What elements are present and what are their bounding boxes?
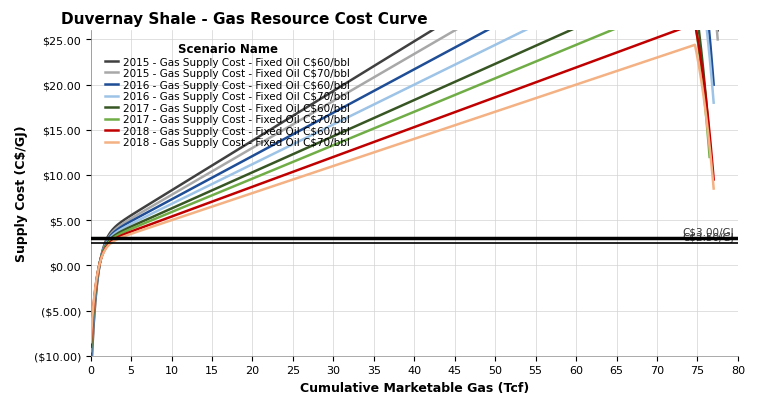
2018 - Gas Supply Cost - Fixed Oil C$60/bbl — [86, 344, 95, 349]
2016 - Gas Supply Cost - Fixed Oil C$70/bbl — [483, 47, 492, 52]
Text: Duvernay Shale - Gas Resource Cost Curve: Duvernay Shale - Gas Resource Cost Curve — [61, 12, 427, 27]
2018 - Gas Supply Cost - Fixed Oil C$70/bbl — [622, 66, 632, 71]
2018 - Gas Supply Cost - Fixed Oil C$60/bbl — [690, 22, 699, 27]
2018 - Gas Supply Cost - Fixed Oil C$70/bbl — [690, 43, 699, 48]
2017 - Gas Supply Cost - Fixed Oil C$60/bbl — [705, 142, 714, 146]
X-axis label: Cumulative Marketable Gas (Tcf): Cumulative Marketable Gas (Tcf) — [299, 381, 529, 394]
2018 - Gas Supply Cost - Fixed Oil C$60/bbl — [125, 230, 134, 235]
2018 - Gas Supply Cost - Fixed Oil C$70/bbl — [464, 119, 473, 124]
2016 - Gas Supply Cost - Fixed Oil C$70/bbl — [86, 358, 95, 363]
2018 - Gas Supply Cost - Fixed Oil C$60/bbl — [709, 178, 718, 182]
2017 - Gas Supply Cost - Fixed Oil C$70/bbl — [619, 24, 629, 29]
2015 - Gas Supply Cost - Fixed Oil C$60/bbl — [450, 15, 459, 20]
2017 - Gas Supply Cost - Fixed Oil C$70/bbl — [124, 228, 133, 233]
2016 - Gas Supply Cost - Fixed Oil C$70/bbl — [125, 223, 134, 228]
2015 - Gas Supply Cost - Fixed Oil C$70/bbl — [86, 376, 95, 381]
2017 - Gas Supply Cost - Fixed Oil C$60/bbl — [86, 353, 95, 358]
2015 - Gas Supply Cost - Fixed Oil C$60/bbl — [86, 385, 95, 390]
2018 - Gas Supply Cost - Fixed Oil C$60/bbl — [448, 111, 457, 116]
Legend: 2015 - Gas Supply Cost - Fixed Oil C$60/bbl, 2015 - Gas Supply Cost - Fixed Oil : 2015 - Gas Supply Cost - Fixed Oil C$60/… — [103, 40, 353, 151]
Y-axis label: Supply Cost (C$/GJ): Supply Cost (C$/GJ) — [15, 126, 28, 262]
2017 - Gas Supply Cost - Fixed Oil C$60/bbl — [124, 226, 133, 231]
2018 - Gas Supply Cost - Fixed Oil C$60/bbl — [483, 99, 492, 103]
2018 - Gas Supply Cost - Fixed Oil C$60/bbl — [559, 71, 568, 76]
2015 - Gas Supply Cost - Fixed Oil C$70/bbl — [125, 218, 134, 222]
Line: 2018 - Gas Supply Cost - Fixed Oil C$70/bbl: 2018 - Gas Supply Cost - Fixed Oil C$70/… — [90, 46, 714, 342]
2018 - Gas Supply Cost - Fixed Oil C$60/bbl — [622, 47, 632, 52]
2017 - Gas Supply Cost - Fixed Oil C$60/bbl — [619, 5, 629, 10]
2018 - Gas Supply Cost - Fixed Oil C$70/bbl — [86, 340, 95, 345]
Line: 2015 - Gas Supply Cost - Fixed Oil C$70/bbl: 2015 - Gas Supply Cost - Fixed Oil C$70/… — [90, 0, 717, 378]
2016 - Gas Supply Cost - Fixed Oil C$70/bbl — [559, 10, 568, 15]
2015 - Gas Supply Cost - Fixed Oil C$70/bbl — [450, 29, 459, 34]
2017 - Gas Supply Cost - Fixed Oil C$70/bbl — [480, 81, 489, 86]
Line: 2015 - Gas Supply Cost - Fixed Oil C$60/bbl: 2015 - Gas Supply Cost - Fixed Oil C$60/… — [90, 0, 717, 387]
2015 - Gas Supply Cost - Fixed Oil C$70/bbl — [486, 8, 495, 13]
Line: 2016 - Gas Supply Cost - Fixed Oil C$60/bbl: 2016 - Gas Supply Cost - Fixed Oil C$60/… — [90, 0, 714, 369]
2015 - Gas Supply Cost - Fixed Oil C$60/bbl — [125, 215, 134, 220]
2018 - Gas Supply Cost - Fixed Oil C$70/bbl — [448, 124, 457, 129]
2016 - Gas Supply Cost - Fixed Oil C$60/bbl — [448, 47, 457, 52]
2017 - Gas Supply Cost - Fixed Oil C$70/bbl — [86, 349, 95, 354]
Line: 2018 - Gas Supply Cost - Fixed Oil C$60/bbl: 2018 - Gas Supply Cost - Fixed Oil C$60/… — [90, 25, 714, 347]
Line: 2017 - Gas Supply Cost - Fixed Oil C$60/bbl: 2017 - Gas Supply Cost - Fixed Oil C$60/… — [90, 0, 710, 356]
2017 - Gas Supply Cost - Fixed Oil C$60/bbl — [556, 33, 565, 38]
2016 - Gas Supply Cost - Fixed Oil C$60/bbl — [483, 29, 492, 34]
2017 - Gas Supply Cost - Fixed Oil C$60/bbl — [445, 82, 454, 87]
2017 - Gas Supply Cost - Fixed Oil C$60/bbl — [480, 67, 489, 72]
2017 - Gas Supply Cost - Fixed Oil C$70/bbl — [556, 50, 565, 55]
2016 - Gas Supply Cost - Fixed Oil C$60/bbl — [125, 220, 134, 225]
2016 - Gas Supply Cost - Fixed Oil C$70/bbl — [448, 64, 457, 69]
Text: C$2.50/GJ: C$2.50/GJ — [682, 232, 734, 242]
2018 - Gas Supply Cost - Fixed Oil C$70/bbl — [709, 187, 718, 191]
2017 - Gas Supply Cost - Fixed Oil C$70/bbl — [445, 95, 454, 100]
2018 - Gas Supply Cost - Fixed Oil C$70/bbl — [483, 112, 492, 117]
2016 - Gas Supply Cost - Fixed Oil C$70/bbl — [709, 101, 718, 106]
2016 - Gas Supply Cost - Fixed Oil C$60/bbl — [709, 83, 718, 88]
2017 - Gas Supply Cost - Fixed Oil C$70/bbl — [462, 88, 471, 93]
2018 - Gas Supply Cost - Fixed Oil C$70/bbl — [559, 87, 568, 92]
2015 - Gas Supply Cost - Fixed Oil C$70/bbl — [713, 38, 722, 43]
2018 - Gas Supply Cost - Fixed Oil C$70/bbl — [125, 233, 134, 238]
2015 - Gas Supply Cost - Fixed Oil C$60/bbl — [713, 29, 722, 34]
2018 - Gas Supply Cost - Fixed Oil C$60/bbl — [464, 105, 473, 110]
2017 - Gas Supply Cost - Fixed Oil C$60/bbl — [462, 75, 471, 80]
2016 - Gas Supply Cost - Fixed Oil C$60/bbl — [464, 38, 473, 43]
Line: 2017 - Gas Supply Cost - Fixed Oil C$70/bbl: 2017 - Gas Supply Cost - Fixed Oil C$70/… — [90, 0, 710, 351]
2016 - Gas Supply Cost - Fixed Oil C$70/bbl — [464, 56, 473, 61]
2017 - Gas Supply Cost - Fixed Oil C$70/bbl — [705, 155, 714, 160]
Line: 2016 - Gas Supply Cost - Fixed Oil C$70/bbl: 2016 - Gas Supply Cost - Fixed Oil C$70/… — [90, 0, 714, 360]
2015 - Gas Supply Cost - Fixed Oil C$70/bbl — [467, 19, 476, 24]
2017 - Gas Supply Cost - Fixed Oil C$70/bbl — [686, 0, 695, 1]
2016 - Gas Supply Cost - Fixed Oil C$60/bbl — [86, 367, 95, 372]
2015 - Gas Supply Cost - Fixed Oil C$60/bbl — [467, 5, 476, 10]
Text: C$3.00/GJ: C$3.00/GJ — [682, 227, 734, 238]
